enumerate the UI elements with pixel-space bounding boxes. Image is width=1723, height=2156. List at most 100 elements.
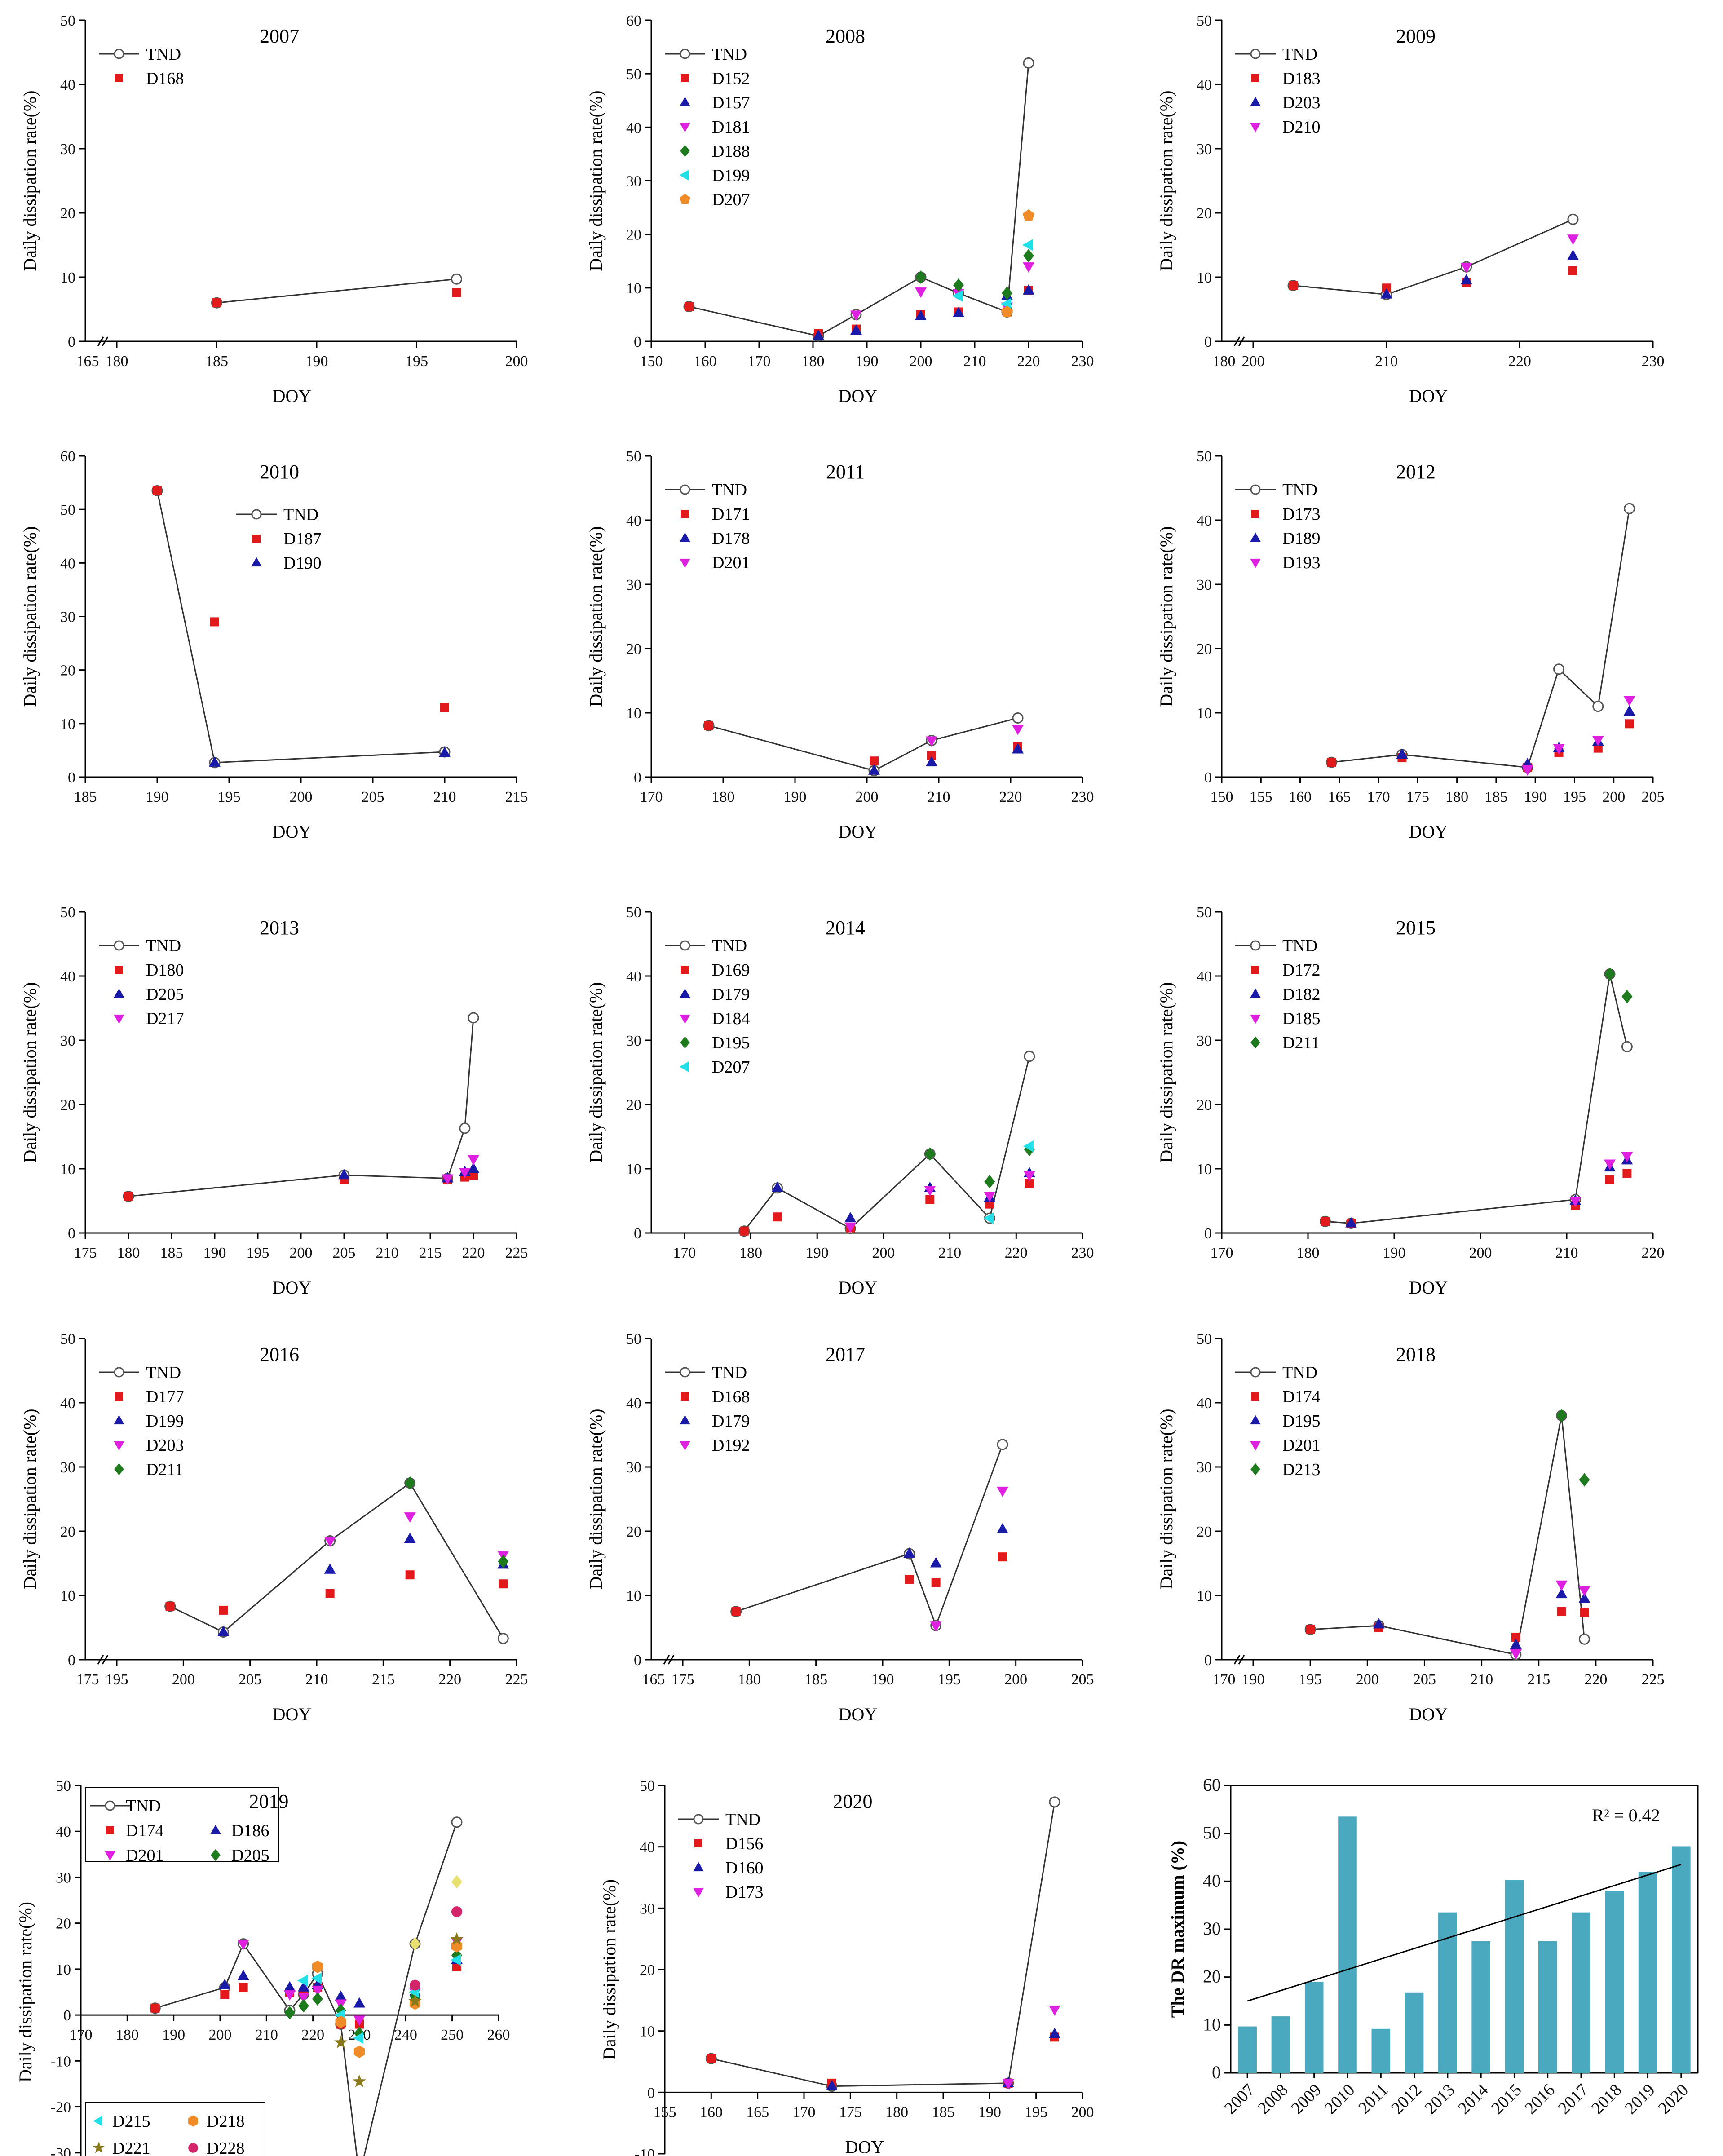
point-TND	[459, 1122, 471, 1134]
x-tick-label: 190	[856, 353, 879, 370]
point-D174	[1511, 1632, 1520, 1642]
legend-marker	[93, 2141, 105, 2153]
legend-label: D168	[146, 69, 184, 88]
tnd-line	[711, 1802, 1056, 2087]
y-tick-label: 40	[56, 1824, 71, 1840]
y-tick-label: 20	[60, 663, 75, 679]
legend-marker	[251, 509, 262, 520]
legend-label: TND	[1282, 481, 1317, 499]
y-tick-label: 50	[626, 66, 641, 83]
point-D186	[353, 1997, 365, 2008]
point-D173	[1593, 743, 1603, 753]
legend-marker	[680, 1036, 690, 1049]
point-D174	[1557, 1607, 1566, 1616]
panel-2016: 0 10 20 30 40 50 175 195 200 205 210 215 220 225 2016 D…	[20, 1331, 528, 1724]
bar-2009	[1304, 1982, 1324, 2073]
x-tick-label: 195	[218, 789, 241, 805]
point-D152	[685, 302, 694, 311]
legend-marker	[1250, 97, 1261, 106]
chart-title: 2011	[826, 461, 865, 483]
legend-marker	[1250, 123, 1261, 133]
point-D193	[1521, 765, 1533, 776]
axis-break	[663, 1655, 670, 1665]
y-tick-label: 60	[60, 448, 75, 465]
legend: TND D152 D157 D181 D188 D199 D207	[665, 45, 750, 209]
legend-label: D215	[112, 2112, 150, 2131]
series-D173	[1002, 2005, 1060, 2090]
point-TND	[468, 1012, 479, 1024]
x-tick-label: 2009	[1288, 2081, 1325, 2118]
y-tick-label: 20	[626, 1097, 641, 1113]
point-D193	[1592, 736, 1604, 747]
series-D182	[1345, 1154, 1633, 1228]
chart-title: 2019	[249, 1790, 289, 1812]
legend-label: D183	[1282, 69, 1320, 88]
point-D195	[924, 1147, 936, 1161]
point-D192	[997, 1486, 1008, 1497]
legend-marker	[1251, 74, 1259, 82]
legend-label: D171	[712, 505, 750, 524]
y-axis-label: Daily dissipation rate(%)	[1156, 982, 1176, 1162]
bar-2013	[1438, 1912, 1457, 2073]
y-tick-label: 0	[68, 334, 75, 350]
x-tick-label: 220	[1584, 1671, 1607, 1688]
series-D207	[1001, 209, 1035, 317]
legend-marker	[680, 484, 690, 495]
point-D199	[324, 1563, 336, 1574]
bar-2019	[1638, 1872, 1657, 2073]
point-D205	[338, 1169, 350, 1180]
point-D231	[410, 1937, 420, 1951]
legend-marker	[1250, 940, 1261, 951]
series-D171	[704, 721, 1022, 766]
legend-marker	[694, 1839, 702, 1847]
point-D157	[813, 330, 824, 340]
point-TND	[497, 1633, 509, 1644]
legend-label: D173	[1282, 505, 1320, 524]
series-D174	[1306, 1607, 1589, 1642]
bar-2010	[1338, 1816, 1357, 2073]
point-D179	[997, 1523, 1008, 1533]
series-D211	[1604, 967, 1633, 1003]
legend-marker	[188, 2115, 198, 2127]
point-D201	[1578, 1586, 1590, 1597]
y-tick-label: 10	[626, 1161, 641, 1178]
legend-marker	[115, 1392, 123, 1401]
point-D177	[219, 1605, 228, 1615]
point-TND	[1624, 503, 1635, 514]
legend-label: TND	[1282, 1363, 1317, 1382]
x-tick-label: 2008	[1254, 2081, 1291, 2118]
bar-2014	[1471, 1941, 1490, 2073]
panel-2015: 0 10 20 30 40 50 170 180 190 200 210 220 2015 Daily d…	[1156, 904, 1665, 1298]
x-tick-label: 215	[419, 1245, 442, 1261]
series-D185	[1569, 1152, 1633, 1207]
x-tick-label: 220	[301, 2027, 324, 2043]
x-tick-label: 2013	[1421, 2081, 1458, 2118]
series-D184	[844, 1171, 1035, 1233]
x-tick-label: 230	[1071, 789, 1094, 805]
x-axis-label: DOY	[273, 1277, 312, 1298]
x-tick-label: 220	[1508, 353, 1531, 370]
x-tick-label: 185	[1484, 789, 1507, 805]
point-D205	[298, 1999, 309, 2013]
x-tick-label: 2011	[1355, 2081, 1392, 2117]
legend-label: TND	[146, 937, 181, 955]
series-TND	[730, 1439, 1008, 1631]
x-tick-label: 180	[1445, 789, 1468, 805]
x-tick-label: 165	[642, 1671, 665, 1688]
x-tick-label: 160	[694, 353, 717, 370]
x-tick-label: 2020	[1655, 2081, 1692, 2118]
point-D221	[408, 1994, 422, 2007]
y-tick-label: 50	[56, 1778, 71, 1794]
point-TND	[1578, 1633, 1590, 1645]
x-tick-label: 165	[746, 2104, 769, 2121]
point-D207	[1001, 305, 1013, 317]
legend: TND D172 D182 D185 D211	[1235, 937, 1320, 1052]
point-D217	[468, 1155, 479, 1166]
point-TND	[1567, 213, 1579, 225]
x-tick-label: 230	[1642, 353, 1665, 370]
point-D190	[439, 747, 451, 757]
tnd-line	[216, 278, 457, 304]
y-tick-label: 0	[1204, 769, 1212, 786]
tnd-line	[1331, 508, 1630, 769]
point-TND	[1023, 57, 1034, 69]
